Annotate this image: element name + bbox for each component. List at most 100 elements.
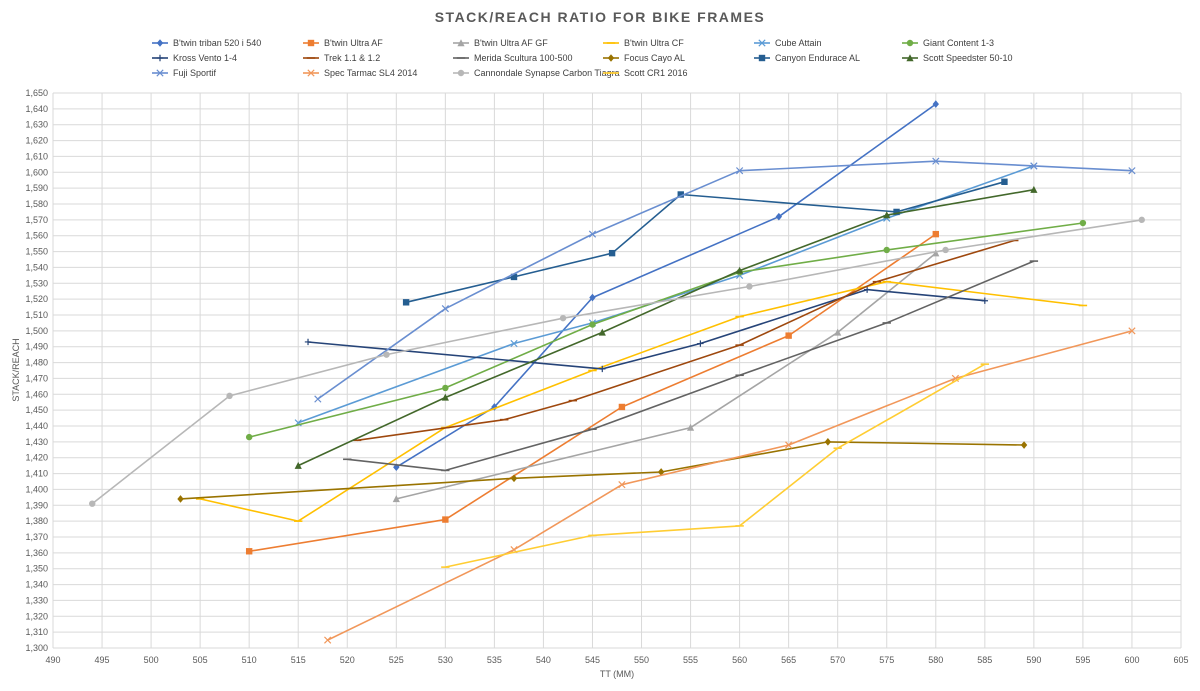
data-point bbox=[442, 384, 449, 392]
legend-swatch-marker bbox=[156, 54, 164, 62]
legend-label: B'twin Ultra CF bbox=[624, 38, 684, 48]
data-point bbox=[510, 339, 518, 348]
y-tick-label: 1,560 bbox=[25, 231, 48, 241]
series-line bbox=[249, 222, 1084, 438]
data-point bbox=[981, 297, 989, 304]
legend-swatch-marker bbox=[307, 39, 315, 47]
legend-item: B'twin triban 520 i 540 bbox=[152, 38, 261, 48]
y-tick-label: 1,360 bbox=[25, 548, 48, 558]
series-group bbox=[402, 178, 1008, 306]
x-tick-label: 605 bbox=[1173, 655, 1188, 665]
x-tick-label: 505 bbox=[193, 655, 208, 665]
y-tick-label: 1,310 bbox=[25, 627, 48, 637]
data-point bbox=[657, 468, 665, 476]
legend-swatch-marker bbox=[457, 69, 465, 77]
y-tick-label: 1,500 bbox=[25, 326, 48, 336]
y-tick-label: 1,380 bbox=[25, 516, 48, 526]
x-tick-label: 490 bbox=[45, 655, 60, 665]
x-tick-label: 565 bbox=[781, 655, 796, 665]
y-tick-label: 1,550 bbox=[25, 247, 48, 257]
legend-swatch-marker bbox=[457, 39, 465, 47]
y-tick-label: 1,540 bbox=[25, 262, 48, 272]
data-point bbox=[785, 332, 792, 339]
y-tick-label: 1,350 bbox=[25, 564, 48, 574]
x-tick-label: 520 bbox=[340, 655, 355, 665]
x-tick-label: 535 bbox=[487, 655, 502, 665]
y-tick-label: 1,470 bbox=[25, 373, 48, 383]
y-tick-label: 1,370 bbox=[25, 532, 48, 542]
data-point bbox=[598, 328, 606, 336]
data-point bbox=[775, 212, 783, 221]
data-point bbox=[441, 393, 449, 401]
data-point bbox=[402, 299, 410, 306]
x-tick-label: 515 bbox=[291, 655, 306, 665]
data-point bbox=[442, 516, 449, 523]
data-point bbox=[383, 351, 390, 358]
y-tick-label: 1,420 bbox=[25, 453, 48, 463]
y-tick-label: 1,530 bbox=[25, 278, 48, 288]
y-tick-label: 1,450 bbox=[25, 405, 48, 415]
tick-labels: 1,300 1,310 1,320 1,330 1,340 1,350 1,360 1,370… bbox=[25, 88, 1188, 665]
series-group bbox=[245, 230, 939, 555]
series-group bbox=[89, 216, 1145, 507]
data-point bbox=[932, 157, 940, 165]
legend-swatch-marker bbox=[607, 54, 615, 62]
x-tick-label: 580 bbox=[928, 655, 943, 665]
data-point bbox=[932, 249, 940, 257]
data-point bbox=[883, 211, 891, 219]
data-point bbox=[1138, 216, 1145, 224]
legend-label: Merida Scultura 100-500 bbox=[474, 53, 573, 63]
x-tick-label: 575 bbox=[879, 655, 894, 665]
series-group bbox=[343, 260, 1039, 472]
y-tick-label: 1,300 bbox=[25, 643, 48, 653]
data-point bbox=[1030, 162, 1038, 170]
data-point bbox=[1128, 167, 1136, 175]
y-tick-label: 1,490 bbox=[25, 342, 48, 352]
y-tick-label: 1,330 bbox=[25, 595, 48, 605]
x-tick-label: 545 bbox=[585, 655, 600, 665]
legend-item: Giant Content 1-3 bbox=[902, 38, 994, 48]
legend-item: Scott CR1 2016 bbox=[603, 68, 688, 78]
data-point bbox=[245, 433, 253, 441]
legend-label: Scott Speedster 50-10 bbox=[923, 53, 1013, 63]
data-point bbox=[677, 191, 684, 198]
series-group bbox=[324, 327, 1136, 644]
x-axis-title: TT (MM) bbox=[600, 669, 634, 679]
legend-swatch-marker bbox=[758, 54, 766, 62]
y-tick-label: 1,410 bbox=[25, 469, 48, 479]
x-tick-label: 495 bbox=[95, 655, 110, 665]
y-tick-label: 1,570 bbox=[25, 215, 48, 225]
y-tick-label: 1,320 bbox=[25, 611, 48, 621]
data-point bbox=[942, 246, 949, 254]
legend-label: Spec Tarmac SL4 2014 bbox=[324, 68, 417, 78]
x-tick-label: 500 bbox=[144, 655, 159, 665]
legend-item: Spec Tarmac SL4 2014 bbox=[303, 68, 417, 78]
chart-title: STACK/REACH RATIO FOR BIKE FRAMES bbox=[435, 9, 766, 25]
legend-swatch-marker bbox=[307, 69, 315, 77]
data-point bbox=[588, 230, 597, 238]
series-group bbox=[392, 249, 940, 503]
x-tick-label: 585 bbox=[977, 655, 992, 665]
legend-label: Focus Cayo AL bbox=[624, 53, 685, 63]
x-tick-label: 510 bbox=[242, 655, 257, 665]
legend-item: Fuji Sportif bbox=[152, 68, 217, 78]
legend-item: B'twin Ultra AF GF bbox=[453, 38, 548, 48]
y-tick-label: 1,510 bbox=[25, 310, 48, 320]
data-point bbox=[863, 286, 871, 293]
legend-label: Canyon Endurace AL bbox=[775, 53, 860, 63]
data-point bbox=[441, 305, 449, 313]
data-point bbox=[589, 321, 596, 328]
x-tick-label: 530 bbox=[438, 655, 453, 665]
x-tick-label: 525 bbox=[389, 655, 404, 665]
data-point bbox=[746, 283, 753, 290]
series-group bbox=[441, 363, 990, 568]
legend-label: Scott CR1 2016 bbox=[624, 68, 688, 78]
legend-swatch-marker bbox=[156, 69, 164, 77]
legend-swatch-marker bbox=[758, 39, 766, 47]
legend-label: Giant Content 1-3 bbox=[923, 38, 994, 48]
y-axis-title: STACK/REACH bbox=[11, 338, 21, 401]
data-point bbox=[735, 167, 744, 175]
data-point bbox=[510, 273, 518, 281]
